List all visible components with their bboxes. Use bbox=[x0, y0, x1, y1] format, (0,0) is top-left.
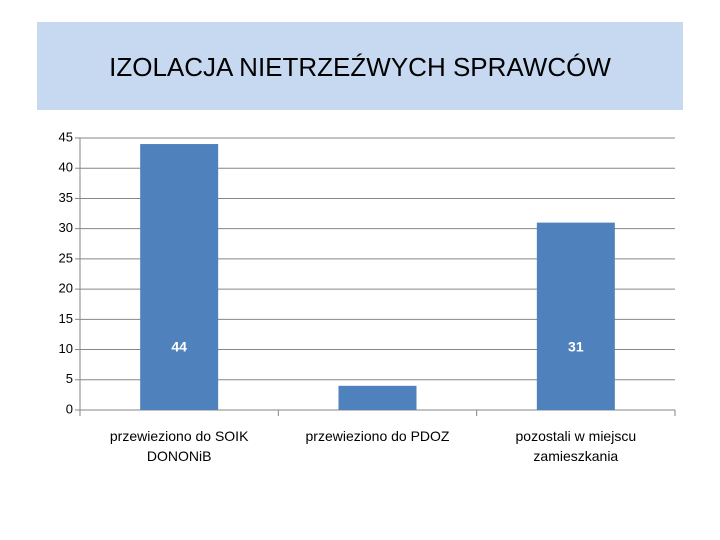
y-tick-label: 5 bbox=[66, 371, 73, 386]
y-tick-label: 0 bbox=[66, 401, 73, 416]
chart-title: IZOLACJA NIETRZEŹWYCH SPRAWCÓW bbox=[109, 52, 611, 82]
title-banner bbox=[37, 22, 683, 110]
x-tick-label: przewieziono do PDOZ bbox=[305, 428, 450, 444]
bar bbox=[536, 222, 615, 410]
y-tick-label: 25 bbox=[59, 250, 73, 265]
bar bbox=[140, 144, 219, 411]
data-label: 44 bbox=[171, 339, 187, 355]
y-tick-label: 10 bbox=[59, 341, 73, 356]
y-tick-label: 15 bbox=[59, 311, 73, 326]
y-tick-label: 20 bbox=[59, 281, 73, 296]
x-tick-label: pozostali w miejscu zamieszkania bbox=[515, 428, 637, 464]
bar bbox=[338, 385, 417, 410]
x-tick-label: przewieziono do SOIK DONONiB bbox=[109, 428, 249, 464]
y-tick-label: 30 bbox=[59, 220, 73, 235]
y-tick-label: 40 bbox=[59, 160, 73, 175]
y-tick-label: 35 bbox=[59, 190, 73, 205]
y-tick-label: 45 bbox=[59, 129, 73, 144]
data-label: 31 bbox=[568, 339, 584, 355]
